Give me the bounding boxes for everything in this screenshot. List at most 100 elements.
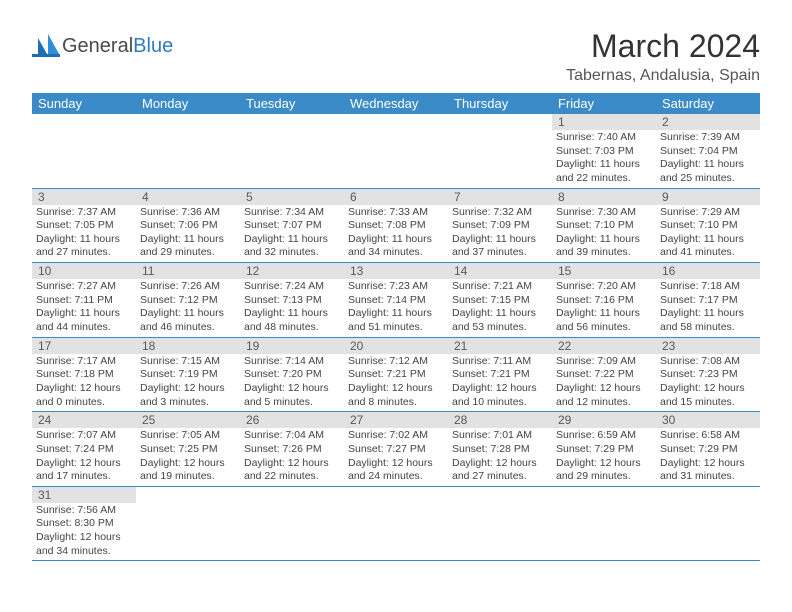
daylight-line: Daylight: 11 hours and 39 minutes. <box>556 233 652 260</box>
day-details: Sunrise: 7:27 AMSunset: 7:11 PMDaylight:… <box>32 279 136 337</box>
day-details: Sunrise: 7:05 AMSunset: 7:25 PMDaylight:… <box>136 428 240 486</box>
sunrise-line: Sunrise: 7:09 AM <box>556 355 652 369</box>
day-details: Sunrise: 7:39 AMSunset: 7:04 PMDaylight:… <box>656 130 760 188</box>
calendar-cell <box>448 486 552 561</box>
sunset-line: Sunset: 7:06 PM <box>140 219 236 233</box>
daylight-line: Daylight: 12 hours and 22 minutes. <box>244 457 340 484</box>
day-number: 6 <box>344 189 448 205</box>
calendar-cell: 7Sunrise: 7:32 AMSunset: 7:09 PMDaylight… <box>448 188 552 263</box>
calendar-cell: 12Sunrise: 7:24 AMSunset: 7:13 PMDayligh… <box>240 263 344 338</box>
brand-name-b: Blue <box>133 35 173 57</box>
sunset-line: Sunset: 7:12 PM <box>140 294 236 308</box>
day-details: Sunrise: 7:24 AMSunset: 7:13 PMDaylight:… <box>240 279 344 337</box>
daylight-line: Daylight: 11 hours and 27 minutes. <box>36 233 132 260</box>
weekday-header: Thursday <box>448 93 552 114</box>
weekday-header: Saturday <box>656 93 760 114</box>
calendar-cell: 10Sunrise: 7:27 AMSunset: 7:11 PMDayligh… <box>32 263 136 338</box>
sunset-line: Sunset: 7:29 PM <box>556 443 652 457</box>
sunset-line: Sunset: 7:16 PM <box>556 294 652 308</box>
calendar-row: 31Sunrise: 7:56 AMSunset: 8:30 PMDayligh… <box>32 486 760 561</box>
day-number: 21 <box>448 338 552 354</box>
calendar-cell <box>32 114 136 188</box>
sunset-line: Sunset: 7:29 PM <box>660 443 756 457</box>
sunrise-line: Sunrise: 7:27 AM <box>36 280 132 294</box>
day-number: 3 <box>32 189 136 205</box>
day-details: Sunrise: 7:17 AMSunset: 7:18 PMDaylight:… <box>32 354 136 412</box>
day-details: Sunrise: 7:36 AMSunset: 7:06 PMDaylight:… <box>136 205 240 263</box>
calendar-row: 17Sunrise: 7:17 AMSunset: 7:18 PMDayligh… <box>32 337 760 412</box>
daylight-line: Daylight: 11 hours and 51 minutes. <box>348 307 444 334</box>
day-number: 24 <box>32 412 136 428</box>
sunrise-line: Sunrise: 7:07 AM <box>36 429 132 443</box>
calendar-cell: 17Sunrise: 7:17 AMSunset: 7:18 PMDayligh… <box>32 337 136 412</box>
sunset-line: Sunset: 7:26 PM <box>244 443 340 457</box>
daylight-line: Daylight: 12 hours and 10 minutes. <box>452 382 548 409</box>
day-number: 27 <box>344 412 448 428</box>
sunrise-line: Sunrise: 7:12 AM <box>348 355 444 369</box>
daylight-line: Daylight: 11 hours and 37 minutes. <box>452 233 548 260</box>
day-number: 29 <box>552 412 656 428</box>
calendar-cell: 21Sunrise: 7:11 AMSunset: 7:21 PMDayligh… <box>448 337 552 412</box>
sunset-line: Sunset: 7:20 PM <box>244 368 340 382</box>
calendar-cell <box>344 486 448 561</box>
calendar-cell: 1Sunrise: 7:40 AMSunset: 7:03 PMDaylight… <box>552 114 656 188</box>
daylight-line: Daylight: 12 hours and 29 minutes. <box>556 457 652 484</box>
sunrise-line: Sunrise: 7:39 AM <box>660 131 756 145</box>
calendar-cell: 6Sunrise: 7:33 AMSunset: 7:08 PMDaylight… <box>344 188 448 263</box>
weekday-header-row: Sunday Monday Tuesday Wednesday Thursday… <box>32 93 760 114</box>
sunrise-line: Sunrise: 7:34 AM <box>244 206 340 220</box>
sunset-line: Sunset: 7:10 PM <box>660 219 756 233</box>
calendar-row: 10Sunrise: 7:27 AMSunset: 7:11 PMDayligh… <box>32 263 760 338</box>
day-number: 17 <box>32 338 136 354</box>
calendar-cell: 24Sunrise: 7:07 AMSunset: 7:24 PMDayligh… <box>32 412 136 487</box>
calendar-cell: 14Sunrise: 7:21 AMSunset: 7:15 PMDayligh… <box>448 263 552 338</box>
day-number: 2 <box>656 114 760 130</box>
sunrise-line: Sunrise: 7:17 AM <box>36 355 132 369</box>
sunrise-line: Sunrise: 7:11 AM <box>452 355 548 369</box>
header: GeneralBlue March 2024 Tabernas, Andalus… <box>32 28 760 85</box>
sunrise-line: Sunrise: 7:26 AM <box>140 280 236 294</box>
day-number: 8 <box>552 189 656 205</box>
daylight-line: Daylight: 11 hours and 22 minutes. <box>556 158 652 185</box>
calendar-cell: 15Sunrise: 7:20 AMSunset: 7:16 PMDayligh… <box>552 263 656 338</box>
calendar-cell <box>344 114 448 188</box>
sail-icon <box>32 34 60 58</box>
day-details: Sunrise: 7:12 AMSunset: 7:21 PMDaylight:… <box>344 354 448 412</box>
weekday-header: Monday <box>136 93 240 114</box>
day-number: 12 <box>240 263 344 279</box>
title-block: March 2024 Tabernas, Andalusia, Spain <box>566 28 760 85</box>
daylight-line: Daylight: 11 hours and 56 minutes. <box>556 307 652 334</box>
sunset-line: Sunset: 7:05 PM <box>36 219 132 233</box>
day-details: Sunrise: 7:01 AMSunset: 7:28 PMDaylight:… <box>448 428 552 486</box>
sunrise-line: Sunrise: 7:24 AM <box>244 280 340 294</box>
sunrise-line: Sunrise: 7:05 AM <box>140 429 236 443</box>
daylight-line: Daylight: 12 hours and 31 minutes. <box>660 457 756 484</box>
day-details: Sunrise: 7:26 AMSunset: 7:12 PMDaylight:… <box>136 279 240 337</box>
calendar-cell: 19Sunrise: 7:14 AMSunset: 7:20 PMDayligh… <box>240 337 344 412</box>
day-number: 7 <box>448 189 552 205</box>
sunrise-line: Sunrise: 7:36 AM <box>140 206 236 220</box>
sunrise-line: Sunrise: 7:02 AM <box>348 429 444 443</box>
day-details: Sunrise: 7:32 AMSunset: 7:09 PMDaylight:… <box>448 205 552 263</box>
brand-name-a: General <box>62 35 133 57</box>
daylight-line: Daylight: 11 hours and 32 minutes. <box>244 233 340 260</box>
sunset-line: Sunset: 7:07 PM <box>244 219 340 233</box>
day-number: 26 <box>240 412 344 428</box>
daylight-line: Daylight: 11 hours and 29 minutes. <box>140 233 236 260</box>
sunrise-line: Sunrise: 7:04 AM <box>244 429 340 443</box>
daylight-line: Daylight: 11 hours and 25 minutes. <box>660 158 756 185</box>
day-number: 25 <box>136 412 240 428</box>
sunset-line: Sunset: 7:27 PM <box>348 443 444 457</box>
calendar-cell: 22Sunrise: 7:09 AMSunset: 7:22 PMDayligh… <box>552 337 656 412</box>
calendar-cell: 4Sunrise: 7:36 AMSunset: 7:06 PMDaylight… <box>136 188 240 263</box>
day-number: 23 <box>656 338 760 354</box>
day-details: Sunrise: 7:21 AMSunset: 7:15 PMDaylight:… <box>448 279 552 337</box>
day-details: Sunrise: 7:11 AMSunset: 7:21 PMDaylight:… <box>448 354 552 412</box>
weekday-header: Friday <box>552 93 656 114</box>
sunset-line: Sunset: 7:19 PM <box>140 368 236 382</box>
sunrise-line: Sunrise: 7:56 AM <box>36 504 132 518</box>
daylight-line: Daylight: 11 hours and 46 minutes. <box>140 307 236 334</box>
sunset-line: Sunset: 7:22 PM <box>556 368 652 382</box>
daylight-line: Daylight: 12 hours and 27 minutes. <box>452 457 548 484</box>
day-details: Sunrise: 7:20 AMSunset: 7:16 PMDaylight:… <box>552 279 656 337</box>
